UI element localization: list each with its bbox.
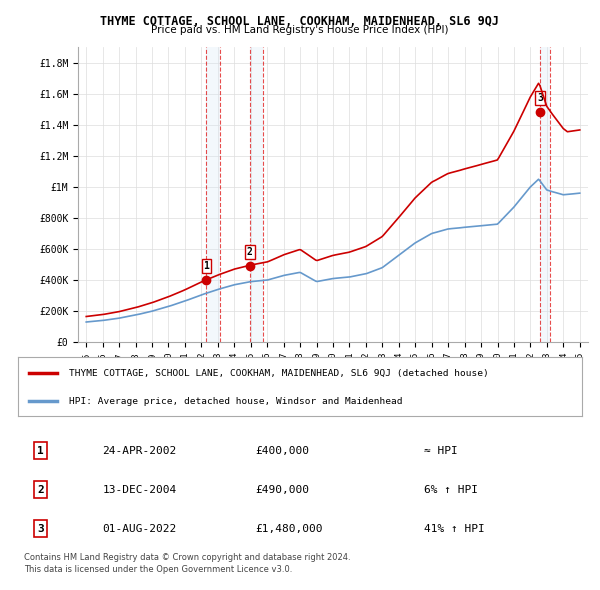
Text: Price paid vs. HM Land Registry's House Price Index (HPI): Price paid vs. HM Land Registry's House … — [151, 25, 449, 35]
Text: 41% ↑ HPI: 41% ↑ HPI — [424, 524, 485, 533]
Bar — [540, 47, 550, 342]
Text: THYME COTTAGE, SCHOOL LANE, COOKHAM, MAIDENHEAD, SL6 9QJ: THYME COTTAGE, SCHOOL LANE, COOKHAM, MAI… — [101, 15, 499, 28]
Text: 6% ↑ HPI: 6% ↑ HPI — [424, 485, 478, 494]
Text: THYME COTTAGE, SCHOOL LANE, COOKHAM, MAIDENHEAD, SL6 9QJ (detached house): THYME COTTAGE, SCHOOL LANE, COOKHAM, MAI… — [69, 369, 488, 378]
Text: HPI: Average price, detached house, Windsor and Maidenhead: HPI: Average price, detached house, Wind… — [69, 396, 402, 406]
Text: £1,480,000: £1,480,000 — [255, 524, 322, 533]
Text: £400,000: £400,000 — [255, 446, 309, 455]
Text: ≈ HPI: ≈ HPI — [424, 446, 458, 455]
Text: £490,000: £490,000 — [255, 485, 309, 494]
Bar — [250, 47, 263, 342]
Text: 2: 2 — [247, 247, 253, 257]
Text: This data is licensed under the Open Government Licence v3.0.: This data is licensed under the Open Gov… — [24, 565, 292, 574]
Text: 3: 3 — [537, 93, 543, 103]
Text: 1: 1 — [203, 261, 209, 271]
Text: 2: 2 — [37, 485, 44, 494]
Text: Contains HM Land Registry data © Crown copyright and database right 2024.: Contains HM Land Registry data © Crown c… — [24, 553, 350, 562]
Text: 01-AUG-2022: 01-AUG-2022 — [103, 524, 177, 533]
Text: 3: 3 — [37, 524, 44, 533]
Bar — [206, 47, 220, 342]
Text: 24-APR-2002: 24-APR-2002 — [103, 446, 177, 455]
Text: 13-DEC-2004: 13-DEC-2004 — [103, 485, 177, 494]
Text: 1: 1 — [37, 446, 44, 455]
